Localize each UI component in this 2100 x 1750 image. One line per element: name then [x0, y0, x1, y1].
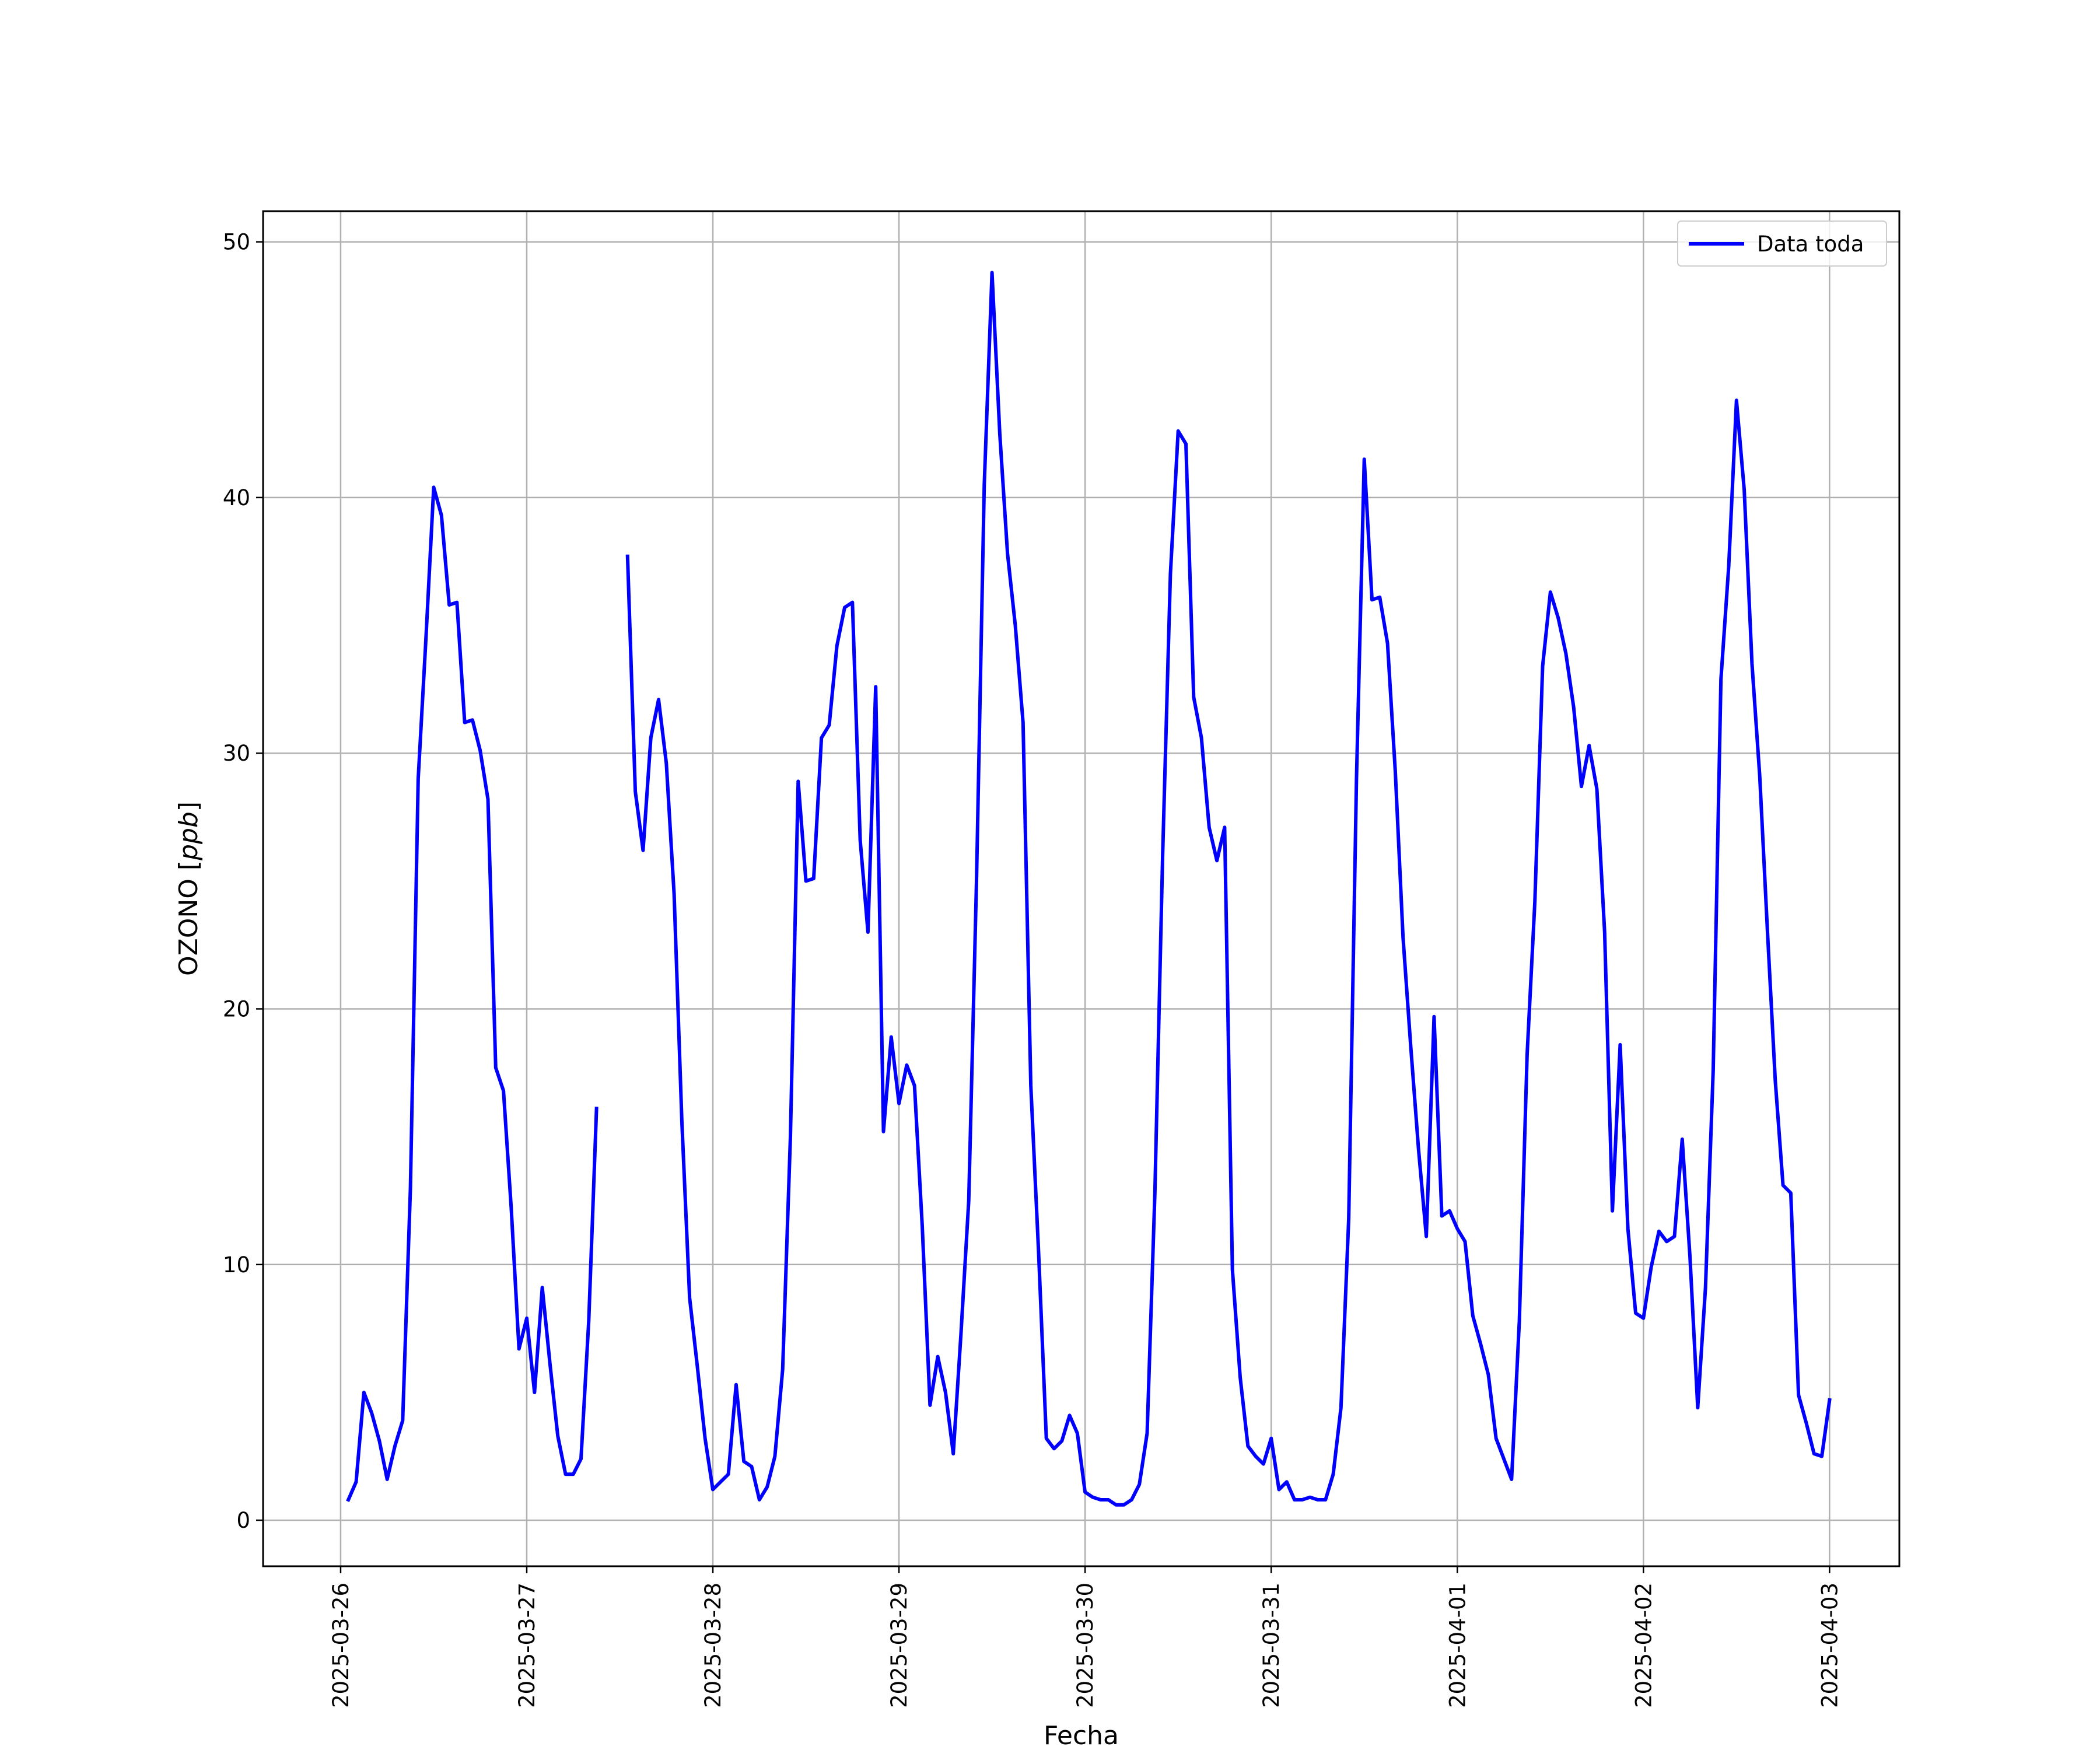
y-tick-label: 30	[223, 741, 250, 766]
legend-box	[1677, 220, 1887, 267]
x-tick-label: 2025-03-30	[1073, 1583, 1098, 1708]
grid-lines	[263, 211, 1899, 1566]
x-tick-label: 2025-03-31	[1259, 1583, 1284, 1708]
y-tick-label: 50	[223, 230, 250, 255]
y-tick-label: 20	[223, 997, 250, 1022]
y-axis-label-name: OZONO	[174, 878, 204, 976]
legend-label: Data toda	[1757, 232, 1864, 257]
series-line-segment	[346, 485, 598, 1502]
series-layer	[346, 271, 1832, 1507]
x-tick-label: 2025-03-29	[887, 1583, 912, 1708]
plot-frame	[262, 210, 1901, 1567]
series-line-segment	[625, 271, 1832, 1507]
x-axis-label: Fecha	[1044, 1721, 1119, 1750]
x-tick-label: 2025-04-03	[1817, 1583, 1842, 1708]
y-axis-label-unit: ppb	[174, 811, 204, 861]
y-tick-label: 0	[236, 1508, 250, 1533]
x-axis-ticks: 2025-03-26 2025-03-27 2025-03-28 2025-03-29…	[328, 1566, 1842, 1708]
y-axis-ticks: 0 10 20 30 40 50	[223, 230, 263, 1533]
x-tick-label: 2025-04-01	[1445, 1583, 1470, 1708]
x-tick-label: 2025-03-28	[701, 1583, 726, 1708]
x-tick-label: 2025-03-27	[514, 1583, 540, 1708]
x-tick-label: 2025-04-02	[1631, 1583, 1656, 1708]
legend: Data toda	[1677, 220, 1887, 267]
y-tick-label: 40	[223, 485, 250, 510]
y-tick-label: 10	[223, 1252, 250, 1278]
y-axis-label: OZONO [ppb]	[174, 802, 204, 976]
x-tick-label: 2025-03-26	[328, 1583, 354, 1708]
